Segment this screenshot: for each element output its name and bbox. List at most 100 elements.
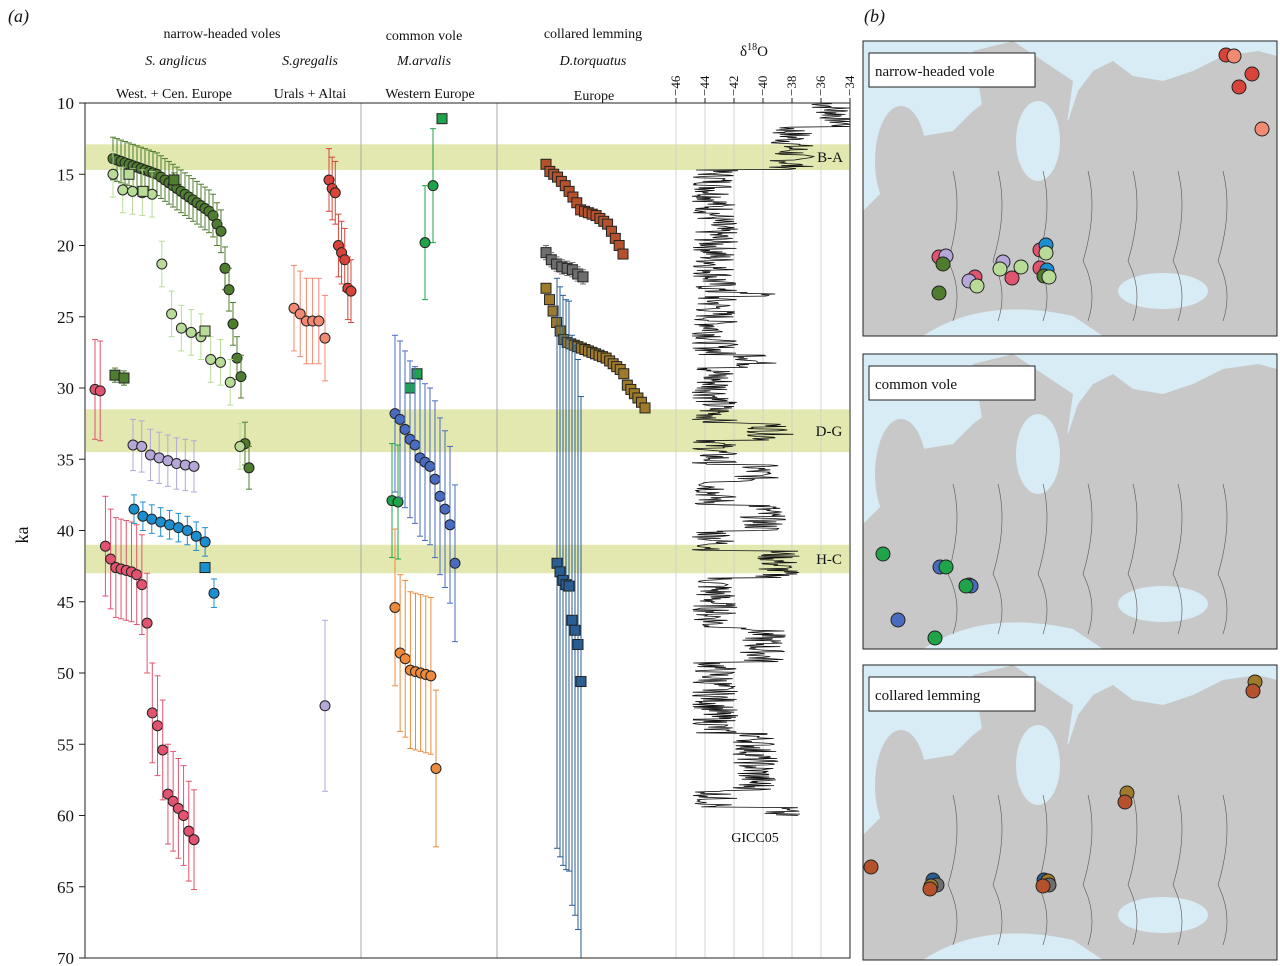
data-point-circle <box>146 707 158 719</box>
data-point-square <box>123 168 135 180</box>
data-point-circle <box>152 720 164 732</box>
data-point-circle <box>107 168 119 180</box>
map-site-narrow-vole <box>1013 259 1029 275</box>
data-point-circle <box>243 462 255 474</box>
d18o-tick-label: −36 <box>813 75 828 96</box>
data-point-circle <box>399 423 411 435</box>
data-point-circle <box>188 834 200 846</box>
event-label-h-c: H-C <box>816 552 842 568</box>
data-point-circle <box>319 332 331 344</box>
data-point-circle <box>394 413 406 425</box>
data-point-square <box>436 113 448 125</box>
data-point-square <box>575 676 587 688</box>
d18o-curve <box>691 102 851 816</box>
data-point-circle <box>128 503 140 515</box>
map-site-narrow-vole <box>1038 245 1054 261</box>
map-border <box>947 794 958 946</box>
map-border <box>992 483 1003 635</box>
region-torquatus: Europe <box>574 89 614 104</box>
data-point-square <box>569 624 581 636</box>
map-site-collared-lemming <box>863 859 879 875</box>
map-land <box>863 675 1277 960</box>
map-site-narrow-vole <box>1244 66 1260 82</box>
map-site-narrow-vole <box>1254 121 1270 137</box>
map-mediterranean <box>923 933 1103 960</box>
d18o-tick-label: −42 <box>726 76 741 96</box>
map-label-box <box>868 52 1036 88</box>
data-point-circle <box>345 285 357 297</box>
map-frame <box>862 664 1278 961</box>
map-baltic <box>1016 101 1060 181</box>
map-border <box>1082 170 1093 322</box>
map-site-common-vole <box>958 578 974 594</box>
data-point-circle <box>175 322 187 334</box>
map-label-narrow: narrow-headed vole <box>875 64 995 80</box>
data-point-circle <box>178 810 190 821</box>
y-tick-label: 15 <box>57 165 74 184</box>
map-site-common-vole <box>938 559 954 575</box>
y-tick-label: 50 <box>57 664 74 683</box>
d18o-tick-label: −40 <box>755 76 770 96</box>
map-black-sea <box>1118 586 1208 622</box>
data-point-circle <box>146 188 158 200</box>
data-point-circle <box>430 762 442 774</box>
map-border <box>1127 483 1138 635</box>
map-site-narrow-vole <box>931 285 947 301</box>
plot-frame <box>84 102 851 959</box>
event-band-h-c <box>86 544 849 574</box>
y-tick-label: 70 <box>57 949 74 966</box>
data-point-circle <box>392 496 404 508</box>
map-site-common-vole <box>875 546 891 562</box>
y-tick-label: 55 <box>57 735 74 754</box>
map-common: common vole <box>862 353 1278 650</box>
data-point-circle <box>141 617 153 629</box>
data-point-circle <box>434 490 446 502</box>
map-site-narrow-vole <box>935 256 951 272</box>
header-common-vole: common vole <box>386 29 463 44</box>
region-anglicus: West. + Cen. Europe <box>116 87 232 102</box>
data-point-circle <box>399 653 411 665</box>
data-point-circle <box>224 376 236 388</box>
map-border <box>1217 483 1228 635</box>
d18o-tick-label: −46 <box>668 75 683 96</box>
map-border <box>992 170 1003 322</box>
data-point-circle <box>205 354 217 365</box>
header-collared-lemming: collared lemming <box>544 27 642 42</box>
d18o-axis-ticks: −46 −44 −42 −40 −38 −36 −34 <box>668 75 857 103</box>
data-point-circle <box>94 385 106 397</box>
data-point-circle <box>227 318 239 330</box>
map-narrow: narrow-headed vole <box>862 40 1278 337</box>
map-island <box>875 419 927 529</box>
map-site-narrow-vole <box>992 261 1008 277</box>
y-tick-label: 40 <box>57 522 74 541</box>
data-point-circle <box>409 439 421 451</box>
species-s-anglicus: S. anglicus <box>145 54 207 69</box>
map-site-collared-lemming <box>1245 683 1261 699</box>
map-site-narrow-vole <box>1004 270 1020 286</box>
event-labels: B-A D-G H-C <box>816 150 843 568</box>
data-point-square <box>618 368 630 380</box>
data-point-circle <box>234 440 246 452</box>
data-point-square <box>617 248 629 260</box>
map-lemming: collared lemming <box>862 664 1278 961</box>
data-point-circle <box>329 187 341 199</box>
y-tick-label: 20 <box>57 237 74 256</box>
panel-a-chart: (a) narrow-headed voles common vole coll… <box>8 6 857 966</box>
d18o-series-line <box>691 102 851 816</box>
map-border <box>1217 794 1228 946</box>
panel-b-label: (b) <box>864 6 885 27</box>
data-point-square <box>168 174 180 186</box>
species-m-arvalis: M.arvalis <box>396 54 452 69</box>
header-narrow-headed-voles: narrow-headed voles <box>163 27 280 42</box>
data-point-circle <box>223 284 235 296</box>
map-border <box>1082 483 1093 635</box>
map-border <box>1172 170 1183 322</box>
data-point-square <box>199 562 211 574</box>
event-label-d-g: D-G <box>816 424 843 440</box>
map-border <box>1172 483 1183 635</box>
map-label-common: common vole <box>875 377 957 393</box>
data-point-circle <box>156 258 168 270</box>
map-mediterranean <box>923 622 1103 649</box>
map-border <box>1127 794 1138 946</box>
panel-b-maps: (b) narrow-headed vole common vole collare… <box>862 6 1278 961</box>
